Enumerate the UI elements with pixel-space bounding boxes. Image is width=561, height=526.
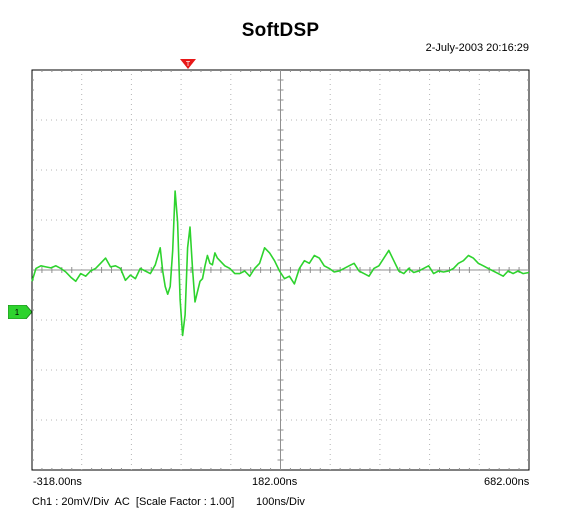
channel-info: Ch1 : 20mV/Div AC [Scale Factor : 1.00] bbox=[32, 496, 235, 508]
time-per-div: 100ns/Div bbox=[256, 496, 305, 508]
timestamp: 2-July-2003 20:16:29 bbox=[425, 42, 529, 54]
scope-grid bbox=[31, 69, 530, 471]
svg-text:1: 1 bbox=[15, 308, 20, 317]
x-tick-label-left: -318.00ns bbox=[33, 476, 82, 488]
x-tick-label-mid: 182.00ns bbox=[252, 476, 298, 488]
channel1-marker-icon[interactable]: 1 bbox=[8, 305, 32, 319]
ch1-waveform-trace bbox=[31, 190, 530, 337]
chart-title: SoftDSP bbox=[241, 20, 320, 41]
svg-text:T: T bbox=[186, 61, 191, 68]
trigger-marker-icon[interactable]: T bbox=[180, 59, 196, 69]
x-tick-label-right: 682.00ns bbox=[484, 476, 530, 488]
